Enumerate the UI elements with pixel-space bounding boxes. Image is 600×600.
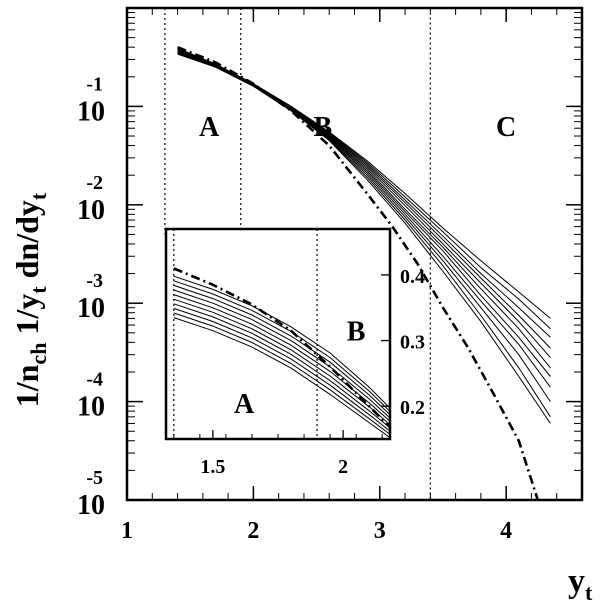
x-tick-label: 4 [500,518,512,544]
y-tick-label-base: 10 [77,96,105,127]
inset-series-line [173,303,390,429]
inset-series-line [173,284,390,416]
inset-region-label-a: A [234,389,255,420]
region-label-a: A [199,112,220,143]
y-tick-label-base: 10 [77,195,105,226]
y-tick-label-exponent: -2 [86,172,103,194]
y-tick-label-base: 10 [77,392,105,423]
y-tick-label-exponent: -5 [86,467,103,489]
y-axis-label: 1/nch​ 1/yt​ dn/dyt​ [9,192,51,407]
region-label-c: C [496,112,516,143]
inset-series-line [173,275,390,409]
inset-plot: 1.5 2 0.2 0.3 0.4 A B [164,227,425,478]
inset-series-line [173,317,390,439]
y-tick-label-base: 10 [77,293,105,324]
inset-region-label-b: B [347,317,366,348]
inset-series-line [173,307,390,432]
y-tick-label-exponent: -3 [86,270,103,292]
x-tick-label: 3 [374,518,386,544]
region-label-b: B [314,112,333,143]
y-tick-label-exponent: -1 [86,73,103,95]
inset-series-line [173,289,390,419]
inset-series-line [173,312,390,435]
inset-series-line [173,294,390,422]
x-tick-label: 1 [121,518,133,544]
inset-x-tick-label: 2 [338,456,348,478]
reference-curve [177,45,540,501]
inset-plot-area [173,229,390,439]
inset-reference-curve [173,267,390,429]
y-tick-label-base: 10 [77,490,105,521]
inset-y-tick-label: 0.2 [400,397,425,419]
inset-y-tick-label: 0.3 [400,332,425,354]
x-axis-label: yt [568,563,593,600]
y-tick-label-exponent: -4 [86,369,103,391]
inset-y-tick-label: 0.4 [400,266,425,288]
x-tick-label: 2 [247,518,259,544]
inset-x-tick-label: 1.5 [200,456,225,478]
